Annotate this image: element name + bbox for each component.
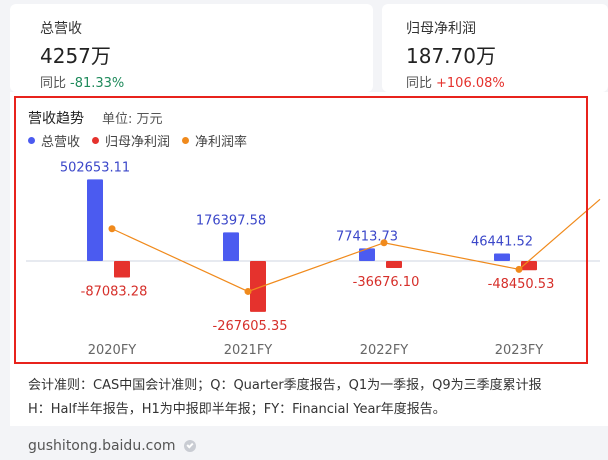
verified-icon [183,440,196,452]
margin-point-2020FY [108,225,116,233]
legend-label-revenue: 总营收 [41,135,81,150]
legend-item-revenue[interactable]: 总营收 [28,131,80,150]
label-revenue-2023FY: 46441.52 [471,234,533,249]
net-profit-yoy-label: 同比 [406,76,433,91]
margin-point-2023FY [515,265,523,273]
net-profit-card[interactable]: 归母净利润 187.70万 同比 +106.08% [382,4,608,92]
net-profit-yoy: 同比 +106.08% [406,72,505,91]
bar-revenue-2022FY [359,248,375,261]
bar-net-profit-2023FY [521,261,537,271]
label-net-profit-2021FY: -267605.35 [213,319,288,334]
label-revenue-2022FY: 77413.73 [336,229,398,244]
net-profit-yoy-value: +106.08% [436,76,505,91]
notes-panel: 会计准则：CAS中国会计准则；Q：Quarter季度报告，Q1为一季报，Q9为三… [10,366,608,426]
legend-dot-net-profit [92,137,100,144]
legend-dot-margin [182,137,190,144]
label-revenue-2020FY: 502653.11 [60,160,130,175]
legend-item-net-profit[interactable]: 归母净利润 [92,131,170,150]
net-profit-value: 187.70万 [406,44,496,68]
note-line-2: H：Half半年报告，H1为中报即半年报；FY：Financial Year年度… [28,402,446,417]
margin-point-2021FY [244,287,252,295]
note-line-1: 会计准则：CAS中国会计准则；Q：Quarter季度报告，Q1为一季报，Q9为三… [28,378,542,393]
x-tick-2023FY: 2023FY [495,343,544,358]
chart-title: 营收趋势 [28,111,84,127]
x-tick-2022FY: 2022FY [360,343,409,358]
revenue-yoy-label: 同比 [40,76,67,91]
bar-revenue-2023FY [494,253,510,261]
label-net-profit-2020FY: -87083.28 [81,285,148,300]
revenue-yoy: 同比 -81.33% [40,72,124,91]
source-site[interactable]: gushitong.baidu.com [28,438,176,454]
label-revenue-2021FY: 176397.58 [196,213,266,228]
bar-net-profit-2020FY [114,261,130,278]
bar-revenue-2021FY [223,232,239,261]
revenue-card[interactable]: 总营收 4257万 同比 -81.33% [10,4,373,92]
bar-net-profit-2022FY [386,261,402,268]
revenue-value: 4257万 [40,44,111,68]
net-profit-label: 归母净利润 [406,21,476,37]
x-tick-2021FY: 2021FY [224,343,273,358]
bar-net-profit-2021FY [250,261,266,312]
revenue-yoy-value: -81.33% [70,76,125,91]
legend-label-margin: 净利润率 [195,135,248,150]
chart-legend: 总营收 归母净利润 净利润率 [28,131,247,150]
bar-revenue-2020FY [87,179,103,261]
legend-label-net-profit: 归母净利润 [105,135,171,150]
x-tick-2020FY: 2020FY [88,343,137,358]
margin-point-2022FY [380,239,388,247]
label-net-profit-2023FY: -48450.53 [488,277,555,292]
revenue-label: 总营收 [40,21,82,37]
label-net-profit-2022FY: -36676.10 [353,275,420,290]
source-footer[interactable]: gushitong.baidu.com [28,438,196,454]
legend-dot-revenue [28,137,35,144]
chart-unit: 单位: 万元 [102,112,163,127]
legend-item-margin[interactable]: 净利润率 [182,131,247,150]
